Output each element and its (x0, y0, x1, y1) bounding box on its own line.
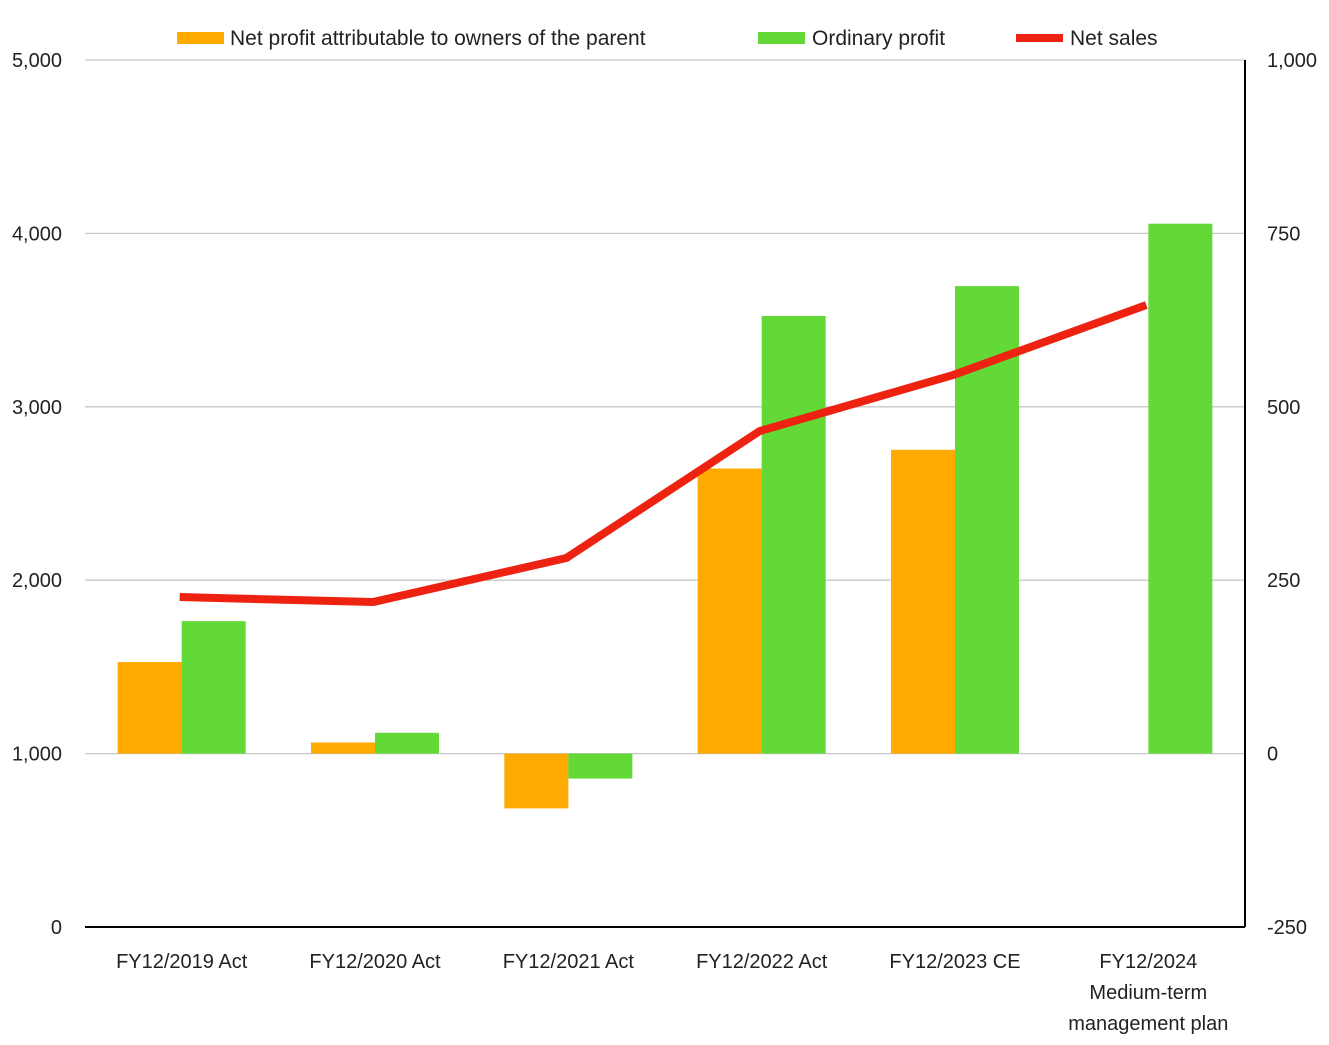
left-tick-label: 4,000 (12, 223, 62, 245)
line-net-sales (179, 301, 1148, 607)
category-label: FY12/2023 CE (889, 951, 1020, 973)
bar-net-profit (891, 449, 955, 754)
left-tick-label: 0 (51, 917, 62, 939)
right-tick-label: 500 (1267, 397, 1300, 419)
bar-ordinary-profit (568, 753, 633, 779)
bar-ordinary-profit (761, 315, 826, 754)
category-label: management plan (1068, 1013, 1228, 1035)
left-tick-label: 1,000 (12, 744, 62, 766)
legend-label: Ordinary profit (812, 27, 945, 50)
right-tick-label: 0 (1267, 744, 1278, 766)
legend-swatch (1016, 34, 1063, 42)
bar-net-profit (117, 662, 182, 754)
category-label: FY12/2022 Act (696, 951, 828, 973)
left-tick-label: 2,000 (12, 570, 62, 592)
left-tick-label: 5,000 (12, 50, 62, 72)
bar-ordinary-profit (375, 732, 439, 754)
category-label: FY12/2021 Act (503, 951, 635, 973)
right-tick-label: 1,000 (1267, 50, 1317, 72)
legend-label: Net sales (1070, 27, 1158, 50)
category-label: FY12/2019 Act (116, 951, 248, 973)
legend-swatch (177, 32, 224, 44)
right-tick-label: -250 (1267, 917, 1307, 939)
legend-swatch (758, 32, 805, 44)
right-tick-label: 750 (1267, 223, 1300, 245)
bar-net-profit (504, 753, 569, 809)
bar-ordinary-profit (1148, 223, 1213, 754)
left-tick-label: 3,000 (12, 397, 62, 419)
bar-net-profit (311, 742, 375, 754)
category-label: Medium-term (1089, 982, 1207, 1004)
category-label: FY12/2024 (1099, 951, 1197, 973)
right-tick-label: 250 (1267, 570, 1300, 592)
legend-label: Net profit attributable to owners of the… (230, 27, 646, 50)
category-label: FY12/2020 Act (309, 951, 441, 973)
bar-net-profit (697, 468, 762, 754)
bar-ordinary-profit (181, 621, 246, 754)
